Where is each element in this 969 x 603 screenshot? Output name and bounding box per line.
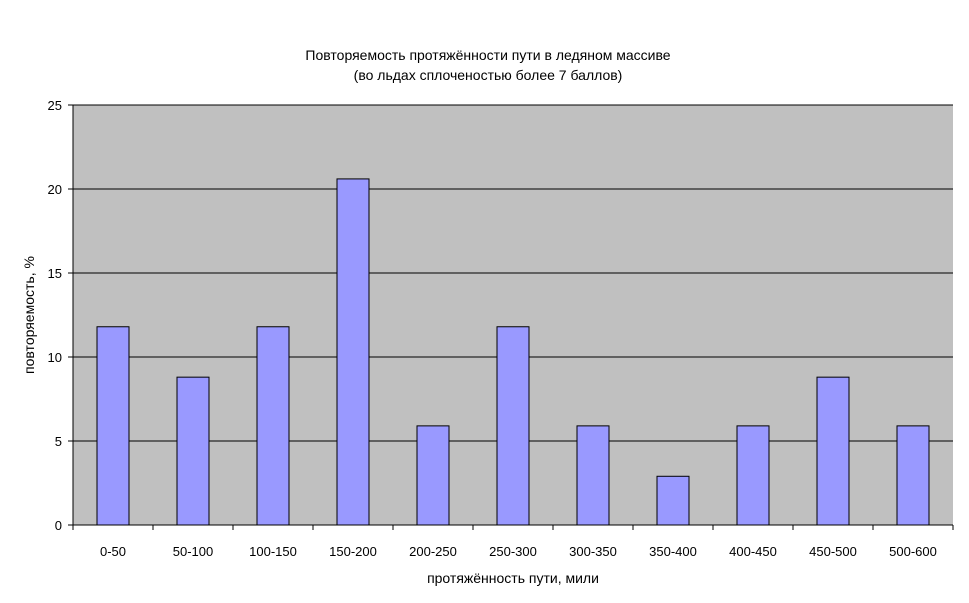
x-tick-label: 300-350 xyxy=(569,544,617,559)
x-tick-label: 50-100 xyxy=(173,544,213,559)
bar-50-100 xyxy=(176,376,210,526)
x-tick-label: 350-400 xyxy=(649,544,697,559)
x-tick-label: 100-150 xyxy=(249,544,297,559)
bar-450-500 xyxy=(816,376,850,526)
y-tick-label: 15 xyxy=(48,266,62,281)
bars xyxy=(96,178,930,526)
y-tick-label: 20 xyxy=(48,182,62,197)
bar-350-400 xyxy=(656,475,690,526)
bar-300-350 xyxy=(576,425,610,526)
x-tick-label: 250-300 xyxy=(489,544,537,559)
x-tick-label: 150-200 xyxy=(329,544,377,559)
x-axis-label: протяжённость пути, мили xyxy=(427,570,599,586)
x-tick-label: 450-500 xyxy=(809,544,857,559)
x-tick-label: 400-450 xyxy=(729,544,777,559)
x-tick-label: 0-50 xyxy=(100,544,126,559)
bar-0-50 xyxy=(96,326,130,526)
bar-500-600 xyxy=(896,425,930,526)
y-tick-label: 0 xyxy=(55,518,62,533)
y-tick-label: 10 xyxy=(48,350,62,365)
bar-200-250 xyxy=(416,425,450,526)
x-tick-label: 200-250 xyxy=(409,544,457,559)
y-axis-label: повторяемость, % xyxy=(21,256,37,374)
bar-100-150 xyxy=(256,326,290,526)
x-tick-labels: 0-50 50-100 100-150 150-200 200-250 250-300 30… xyxy=(100,544,937,559)
x-tick-label: 500-600 xyxy=(889,544,937,559)
y-tick-labels: 0 5 10 15 20 25 xyxy=(48,98,62,533)
chart-subtitle: (во льдах сплоченостью более 7 баллов) xyxy=(354,67,623,83)
chart-title: Повторяемость протяжённости пути в ледян… xyxy=(305,47,670,63)
y-tick-label: 25 xyxy=(48,98,62,113)
bar-150-200 xyxy=(336,178,370,526)
bar-250-300 xyxy=(496,326,530,526)
y-tick-label: 5 xyxy=(55,434,62,449)
axes xyxy=(68,104,954,530)
bar-400-450 xyxy=(736,425,770,526)
